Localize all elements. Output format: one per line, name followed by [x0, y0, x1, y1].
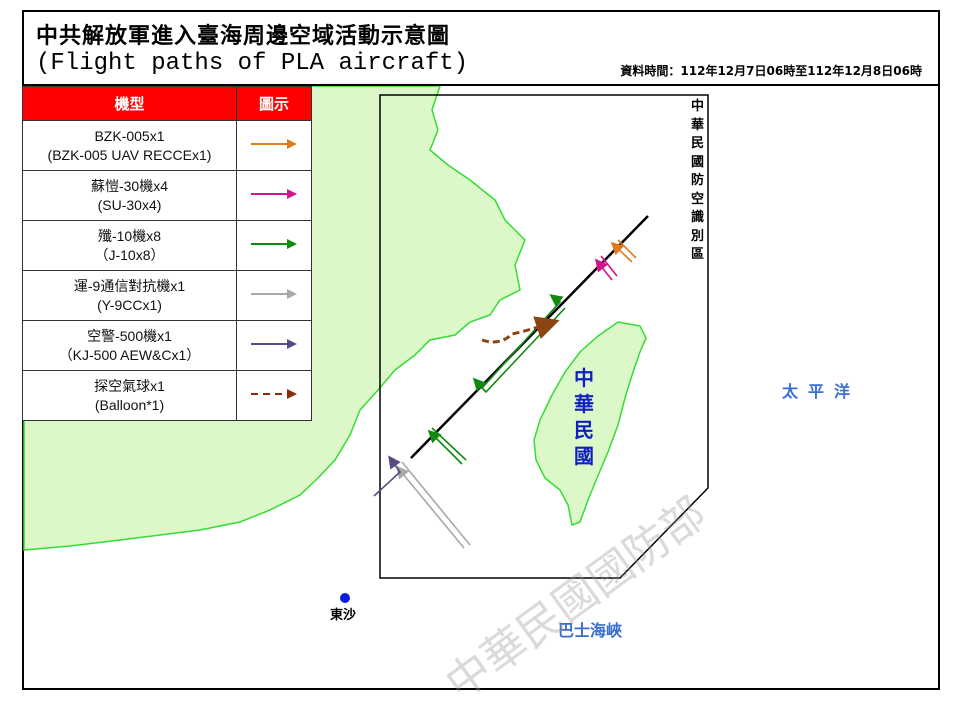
legend-header-type: 機型 — [22, 86, 237, 121]
legend-row: 蘇愷-30機x4 (SU-30x4) — [22, 170, 312, 221]
legend-symbol — [236, 120, 312, 171]
legend-name-en: (BZK-005 UAV RECCEx1) — [47, 146, 212, 163]
title-english: (Flight paths of PLA aircraft) — [36, 50, 469, 77]
legend-symbol — [236, 220, 312, 271]
taiwan-island — [533, 321, 647, 527]
y9cc-track — [398, 462, 471, 549]
header-divider — [22, 84, 938, 86]
legend-row: 空警-500機x1 （KJ-500 AEW&Cx1） — [22, 320, 312, 371]
legend-aircraft: 運-9通信對抗機x1 (Y-9CCx1) — [22, 270, 237, 321]
legend-row: 運-9通信對抗機x1 (Y-9CCx1) — [22, 270, 312, 321]
pacific-label: 太平洋 — [782, 382, 861, 401]
legend-name-cn: 空警-500機x1 — [87, 327, 172, 344]
legend-row: 殲-10機x8 （J-10x8） — [22, 220, 312, 271]
title-chinese: 中共解放軍進入臺海周邊空域活動示意圖 — [36, 23, 451, 49]
bashi-channel-label: 巴士海峽 — [558, 621, 623, 640]
legend-symbol — [236, 320, 312, 371]
legend-aircraft: BZK-005x1 (BZK-005 UAV RECCEx1) — [22, 120, 237, 171]
arrow-icon — [251, 389, 297, 399]
legend-aircraft: 探空氣球x1 (Balloon*1) — [22, 370, 237, 421]
adiz-label: 中華民國防空識別區 — [691, 99, 705, 262]
legend-header-symbol: 圖示 — [236, 86, 312, 121]
legend-symbol — [236, 170, 312, 221]
dongsha-marker — [340, 593, 350, 603]
arrow-icon — [251, 289, 297, 299]
j10-track-2 — [472, 377, 487, 393]
legend-aircraft: 空警-500機x1 （KJ-500 AEW&Cx1） — [22, 320, 237, 371]
legend-aircraft: 蘇愷-30機x4 (SU-30x4) — [22, 170, 237, 221]
legend-name-cn: 探空氣球x1 — [94, 377, 165, 394]
legend-name-en: （J-10x8） — [94, 246, 165, 263]
legend-name-cn: 殲-10機x8 — [97, 227, 162, 244]
bzk005-track — [613, 240, 637, 263]
legend-name-cn: 運-9通信對抗機x1 — [73, 277, 186, 294]
legend-name-en: (SU-30x4) — [97, 196, 162, 213]
legend-name-en: (Balloon*1) — [94, 396, 165, 413]
legend-symbol — [236, 270, 312, 321]
legend-name-en: （KJ-500 AEW&Cx1） — [58, 346, 201, 363]
legend-row: 探空氣球x1 (Balloon*1) — [22, 370, 312, 421]
data-period: 資料時間：112年12月7日06時至112年12月8日06時 — [620, 64, 922, 78]
legend-table: 機型 圖示 BZK-005x1 (BZK-005 UAV RECCEx1) 蘇愷-3… — [22, 86, 312, 421]
kj500-track — [373, 455, 402, 497]
arrow-icon — [251, 189, 297, 199]
legend-name-cn: BZK-005x1 — [94, 127, 165, 144]
legend-row: BZK-005x1 (BZK-005 UAV RECCEx1) — [22, 120, 312, 171]
j10-track-3 — [430, 428, 467, 465]
su30-track — [597, 256, 618, 281]
legend-symbol — [236, 370, 312, 421]
adiz-boundary — [379, 94, 709, 579]
legend-aircraft: 殲-10機x8 （J-10x8） — [22, 220, 237, 271]
dongsha-label: 東沙 — [330, 608, 357, 623]
arrow-icon — [251, 239, 297, 249]
arrow-icon — [251, 339, 297, 349]
taiwan-label: 中華民國 — [574, 366, 594, 468]
legend-name-cn: 蘇愷-30機x4 — [90, 177, 169, 194]
arrow-icon — [251, 139, 297, 149]
legend-name-en: (Y-9CCx1) — [97, 296, 162, 313]
